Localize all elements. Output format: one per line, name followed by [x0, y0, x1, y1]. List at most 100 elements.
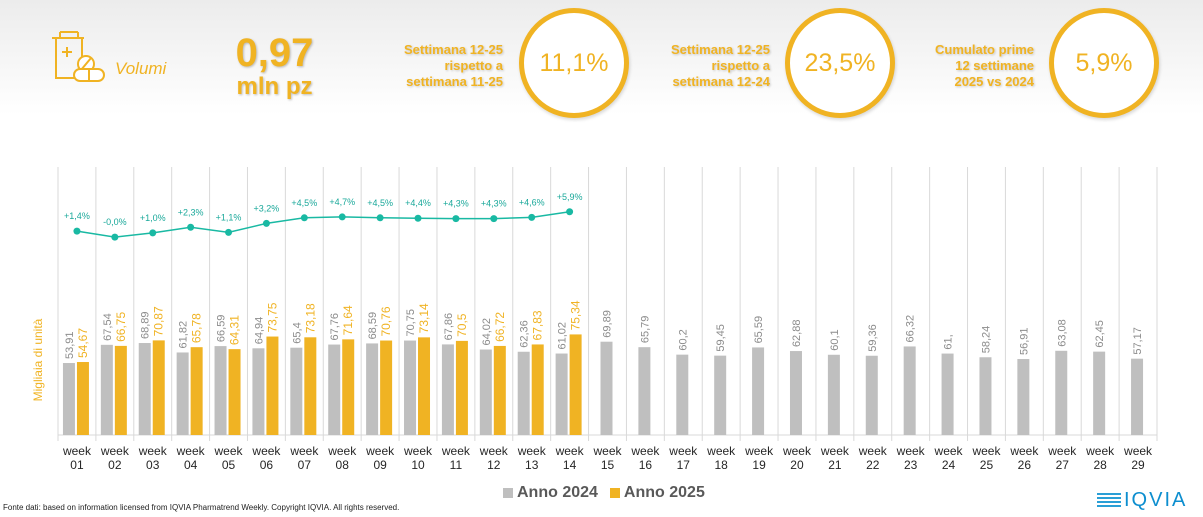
- x-tick-label: 18: [715, 458, 729, 472]
- kpi-2-label: Settimana 12-25 rispetto a settimana 12-…: [637, 42, 770, 90]
- data-label-2024: 65,4: [291, 322, 303, 343]
- x-tick-label: week: [138, 444, 168, 458]
- bar-anno-2024: [62, 363, 75, 435]
- kpi-2-value: 23,5%: [804, 48, 876, 77]
- growth-label: +4,3%: [481, 199, 507, 209]
- bar-anno-2024: [714, 355, 727, 435]
- x-tick-label: 20: [790, 458, 804, 472]
- data-label-2024: 64,94: [253, 317, 265, 345]
- kpi-1-label-line: rispetto a: [444, 58, 503, 73]
- data-label-2025: 70,76: [379, 306, 393, 336]
- kpi-3-label-line: Cumulato prime: [935, 42, 1034, 57]
- kpi-3-label: Cumulato prime 12 settimane 2025 vs 2024: [900, 42, 1034, 90]
- x-tick-label: week: [176, 444, 206, 458]
- bar-anno-2025: [418, 337, 431, 435]
- data-label-2024: 67,54: [102, 313, 114, 341]
- x-tick-label: week: [251, 444, 281, 458]
- growth-label: +4,5%: [367, 198, 393, 208]
- x-tick-label: 09: [373, 458, 387, 472]
- data-label-2025: 71,64: [341, 305, 355, 335]
- legend-item-2024: Anno 2024: [503, 484, 598, 502]
- x-tick-label: week: [555, 444, 585, 458]
- x-tick-label: 13: [525, 458, 539, 472]
- x-tick-label: 03: [146, 458, 160, 472]
- bar-anno-2024: [214, 346, 227, 435]
- bar-anno-2024: [1017, 359, 1030, 435]
- bar-anno-2025: [304, 337, 317, 435]
- data-label-2024: 61,02: [557, 322, 569, 350]
- x-tick-label: 02: [108, 458, 122, 472]
- growth-point: [149, 229, 157, 237]
- bar-anno-2024: [752, 347, 765, 435]
- x-tick-label: 26: [1018, 458, 1032, 472]
- bar-anno-2024: [638, 347, 651, 435]
- bar-anno-2025: [342, 339, 355, 435]
- bar-anno-2024: [676, 354, 689, 435]
- x-tick-label: 29: [1131, 458, 1145, 472]
- data-label-2024: 56,91: [1018, 327, 1030, 355]
- kpi-2-label-line: Settimana 12-25: [671, 42, 770, 57]
- x-tick-label: week: [1047, 444, 1077, 458]
- x-tick-label: week: [62, 444, 92, 458]
- x-tick-label: week: [706, 444, 736, 458]
- growth-label: +1,1%: [216, 212, 242, 222]
- legend-swatch-2024: [503, 488, 513, 498]
- chart-legend: Anno 2024 Anno 2025: [503, 484, 717, 502]
- data-label-2024: 53,91: [64, 331, 76, 359]
- weekly-volume-chart: Migliaia di unità 53,91 54,67 67,54 66,75 68…: [31, 167, 1158, 472]
- metric-label: Volumi: [115, 59, 167, 78]
- kpi-2-circle: 23,5%: [785, 8, 895, 118]
- x-tick-label: week: [441, 444, 471, 458]
- bar-anno-2024: [441, 344, 454, 435]
- data-label-2024: 64,02: [481, 318, 493, 346]
- bar-anno-2025: [531, 344, 544, 435]
- legend-label-2024: Anno 2024: [517, 484, 598, 501]
- kpi-1-circle: 11,1%: [519, 8, 629, 118]
- bar-anno-2024: [252, 348, 265, 435]
- growth-line: [76, 211, 570, 238]
- data-label-2025: 73,14: [417, 303, 431, 333]
- data-label-2024: 62,36: [519, 320, 531, 348]
- bar-anno-2024: [1055, 350, 1068, 435]
- growth-point: [338, 213, 346, 221]
- x-tick-label: week: [820, 444, 850, 458]
- growth-label: +3,2%: [254, 203, 280, 213]
- data-label-2024: 63,08: [1056, 319, 1068, 347]
- kpi-1-label-line: Settimana 12-25: [404, 42, 503, 57]
- x-tick-label: week: [327, 444, 357, 458]
- bar-anno-2025: [190, 347, 203, 435]
- bar-anno-2025: [493, 345, 506, 435]
- bar-anno-2024: [1131, 358, 1144, 435]
- x-tick-label: week: [592, 444, 622, 458]
- bar-anno-2024: [100, 344, 113, 435]
- x-tick-label: 24: [942, 458, 956, 472]
- data-label-2024: 59,36: [867, 324, 879, 352]
- kpi-3-circle: 5,9%: [1049, 8, 1159, 118]
- x-tick-label: week: [100, 444, 130, 458]
- growth-point: [376, 214, 384, 222]
- data-label-2024: 68,89: [140, 312, 152, 340]
- x-tick-label: 16: [639, 458, 653, 472]
- x-tick-label: week: [1123, 444, 1153, 458]
- big-value-unit: mln pz: [236, 73, 313, 100]
- growth-point: [414, 214, 422, 222]
- legend-swatch-2025: [609, 488, 620, 498]
- growth-point: [528, 213, 536, 221]
- data-label-2024: 68,59: [367, 312, 379, 340]
- data-label-2024: 61,82: [178, 321, 190, 349]
- x-tick-label: 19: [752, 458, 766, 472]
- x-tick-label: 28: [1093, 458, 1107, 472]
- bar-anno-2025: [228, 349, 241, 435]
- x-tick-label: week: [479, 444, 509, 458]
- x-tick-label: week: [289, 444, 319, 458]
- growth-label: +4,7%: [329, 197, 355, 207]
- x-tick-label: 23: [904, 458, 918, 472]
- bar-anno-2024: [479, 349, 492, 435]
- x-tick-label: 05: [222, 458, 236, 472]
- x-tick-label: 06: [260, 458, 274, 472]
- bar-anno-2025: [76, 362, 89, 435]
- growth-point: [225, 228, 233, 236]
- x-tick-label: 11: [450, 458, 463, 472]
- bar-anno-2024: [827, 354, 840, 435]
- bar-anno-2025: [569, 334, 582, 435]
